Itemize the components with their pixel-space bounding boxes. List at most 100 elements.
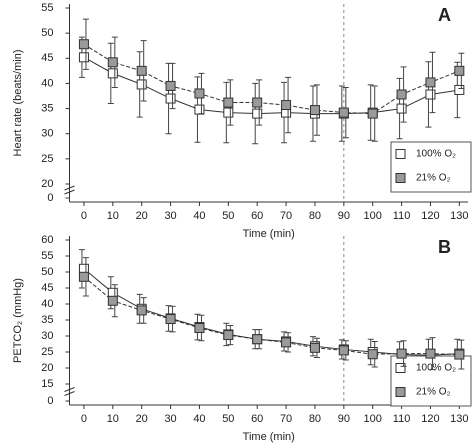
marker [223,97,234,108]
y-tick-label: 25 [41,346,53,358]
legend-marker [395,363,406,373]
marker [107,295,118,306]
x-tick-label: 60 [251,413,263,425]
panel-label: A [438,5,451,25]
marker [107,68,118,79]
y-tick-label: 50 [41,27,53,39]
y-tick-label: 45 [41,282,53,294]
legend-marker [395,173,406,183]
x-tick-label: 80 [309,413,321,425]
marker [252,97,263,108]
marker [454,65,465,76]
marker [165,93,176,104]
x-tick-label: 90 [338,413,350,425]
y-tick-label: 0 [47,192,53,204]
marker [396,348,407,359]
marker [223,107,234,118]
marker [252,108,263,119]
marker [425,348,436,359]
x-tick-label: 60 [251,210,263,222]
panel-label: B [438,237,451,257]
marker [136,65,147,76]
axis-break [64,189,75,195]
y-tick-label: 30 [41,128,53,140]
legend-label: 21% O₂ [416,173,451,184]
legend-marker [395,387,406,397]
x-tick-label: 80 [309,210,321,222]
x-tick-label: 100 [364,210,382,222]
marker [252,334,263,345]
x-tick-label: 130 [450,210,468,222]
legend-marker [395,149,406,159]
marker [309,342,320,353]
legend-label: 21% O₂ [416,387,451,398]
y-tick-label: 60 [41,234,53,246]
series-line [83,43,460,115]
legend-label: 100% O₂ [416,363,456,374]
x-tick-label: 110 [393,210,411,222]
marker [165,80,176,91]
axis-break [64,387,75,392]
x-tick-label: 30 [164,413,176,425]
marker [338,345,349,356]
marker [309,105,320,116]
y-axis-label: Heart rate (beats/min) [12,50,24,157]
marker [454,84,465,95]
marker [136,305,147,316]
y-tick-label: 15 [41,378,53,390]
marker [78,39,89,50]
axis-break [64,391,75,396]
marker [338,107,349,118]
marker [367,349,378,360]
marker [107,57,118,68]
y-tick-label: 50 [41,266,53,278]
x-tick-label: 10 [107,210,119,222]
x-axis-label: Time (min) [243,431,295,443]
marker [223,330,234,341]
marker [78,271,89,282]
y-tick-label: 35 [41,102,53,114]
marker [281,337,292,348]
y-tick-label: 45 [41,52,53,64]
marker [165,314,176,325]
marker [281,100,292,111]
x-axis-label: Time (min) [243,228,295,240]
x-tick-label: 70 [280,210,292,222]
y-tick-label: 0 [47,395,53,407]
y-tick-label: 35 [41,314,53,326]
y-tick-label: 20 [41,178,53,190]
marker [136,79,147,90]
marker [396,89,407,100]
x-tick-label: 70 [280,413,292,425]
x-tick-label: 0 [81,210,87,222]
marker [396,103,407,114]
series-line [83,276,460,356]
marker [78,52,89,63]
x-tick-label: 100 [364,413,382,425]
y-tick-label: 25 [41,153,53,165]
x-tick-label: 30 [164,210,176,222]
marker [194,104,205,115]
y-tick-label: 40 [41,298,53,310]
y-tick-label: 20 [41,362,53,374]
marker [194,323,205,333]
marker [194,88,205,99]
x-tick-label: 20 [136,413,148,425]
x-tick-label: 120 [421,210,439,222]
marker [454,349,465,360]
x-tick-label: 10 [107,413,119,425]
y-tick-label: 30 [41,330,53,342]
x-tick-label: 130 [450,413,468,425]
marker [425,77,436,88]
y-tick-label: 55 [41,250,53,262]
marker [367,108,378,119]
legend-label: 100% O₂ [416,149,456,160]
x-tick-label: 40 [193,413,205,425]
y-tick-label: 40 [41,77,53,89]
x-tick-label: 0 [81,413,87,425]
x-tick-label: 90 [338,210,350,222]
x-tick-label: 110 [393,413,411,425]
x-tick-label: 40 [193,210,205,222]
